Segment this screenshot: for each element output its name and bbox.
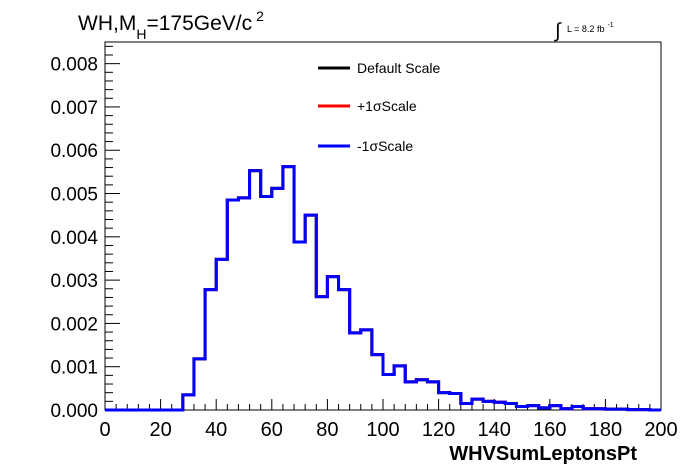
legend-label-2: +1σScale bbox=[357, 98, 417, 114]
chart-title-superscript: 2 bbox=[256, 8, 264, 24]
x-tick-label: 180 bbox=[589, 419, 622, 441]
series-line-3 bbox=[105, 165, 661, 412]
y-tick-label: 0.007 bbox=[50, 98, 98, 119]
lumi-integral-sign: ∫ bbox=[554, 20, 562, 42]
x-tick-label: 120 bbox=[422, 419, 455, 441]
x-axis-label: WHVSumLeptonsPt bbox=[449, 443, 637, 465]
x-tick-label: 0 bbox=[99, 419, 110, 441]
y-tick-label: 0.002 bbox=[50, 314, 98, 335]
lumi-label-superscript: -1 bbox=[607, 22, 613, 29]
x-tick-label: 160 bbox=[533, 419, 566, 441]
legend: Default Scale +1σScale -1σScale bbox=[318, 60, 440, 154]
y-tick-label: 0.006 bbox=[50, 141, 98, 162]
lumi-label: L = 8.2 fb -1 bbox=[567, 22, 614, 34]
x-tick-labels: 0 20 40 60 80 100 120 140 160 180 200 bbox=[99, 419, 677, 441]
x-tick-label: 60 bbox=[261, 419, 283, 441]
y-tick-label: 0.000 bbox=[50, 401, 98, 422]
x-tick-label: 200 bbox=[644, 419, 677, 441]
x-tick-label: 100 bbox=[366, 419, 399, 441]
lumi-label-text: L = 8.2 fb bbox=[567, 24, 604, 34]
x-tick-label: 140 bbox=[478, 419, 511, 441]
y-tick-label: 0.008 bbox=[50, 55, 98, 76]
x-tick-label: 40 bbox=[205, 419, 227, 441]
legend-label-3: -1σScale bbox=[357, 138, 413, 154]
chart-title-main: WH,M bbox=[78, 12, 136, 35]
x-tick-label: 80 bbox=[316, 419, 338, 441]
y-tick-label: 0.004 bbox=[50, 228, 98, 249]
y-tick-label: 0.005 bbox=[50, 185, 98, 206]
chart-title-subscript: H bbox=[136, 26, 146, 42]
series-group bbox=[105, 165, 661, 412]
y-tick-labels: 0.000 0.001 0.002 0.003 0.004 0.005 0.006 0.007… bbox=[50, 55, 98, 422]
y-tick-label: 0.001 bbox=[50, 358, 98, 379]
y-tick-label: 0.003 bbox=[50, 271, 98, 292]
chart-title-tail: =175GeV/c bbox=[146, 12, 252, 35]
x-tick-label: 20 bbox=[149, 419, 171, 441]
chart-title: WH,MH=175GeV/c 2 bbox=[78, 8, 264, 42]
legend-label-1: Default Scale bbox=[357, 60, 440, 76]
